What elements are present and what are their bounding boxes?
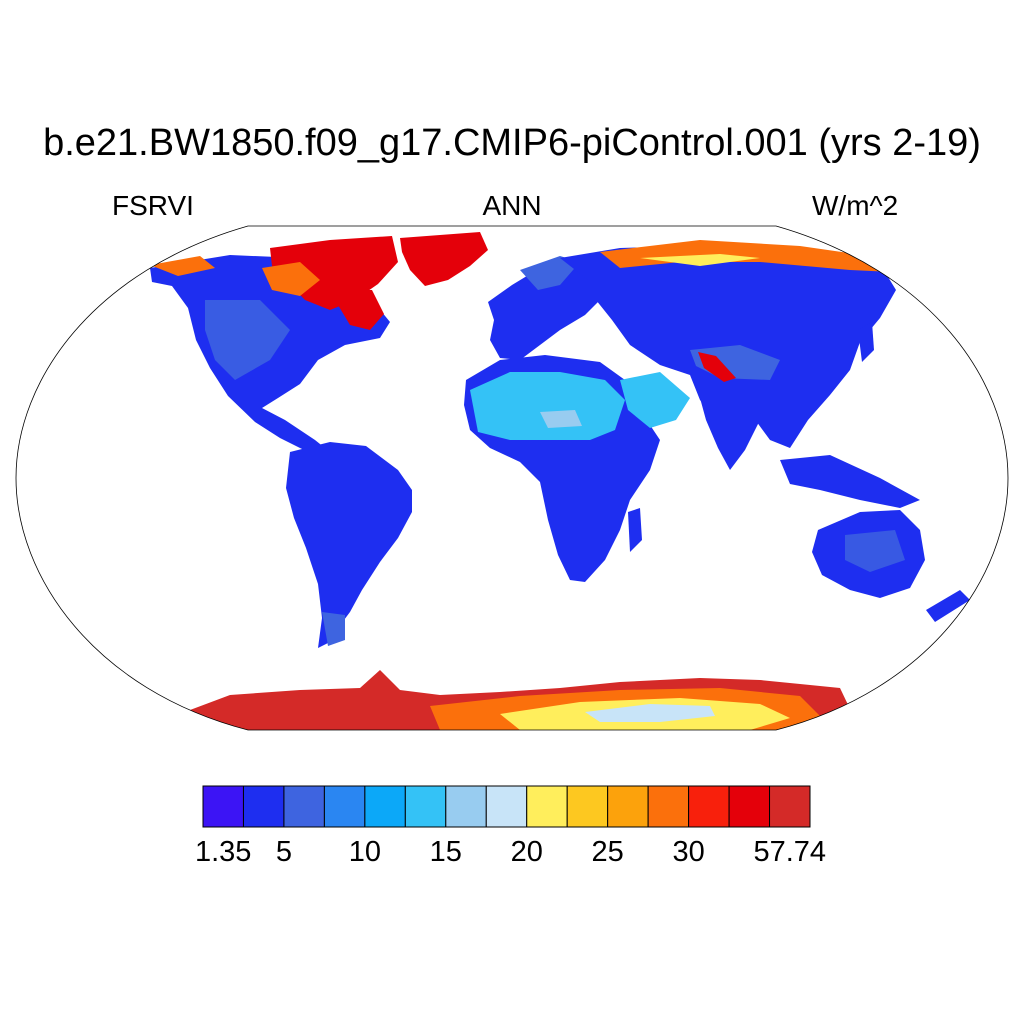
colorbar-box — [364, 785, 406, 828]
greenland — [400, 232, 488, 286]
colorbar-tick-label: 10 — [348, 836, 381, 868]
colorbar-box — [445, 785, 487, 828]
colorbar-box — [607, 785, 649, 828]
japan — [858, 322, 874, 362]
colorbar-box — [647, 785, 690, 828]
colorbar-box — [769, 785, 811, 828]
colorbar-tick-label: 1.35 — [194, 836, 252, 868]
australia-interior — [845, 530, 905, 572]
himalaya-red — [698, 352, 736, 382]
colorbar-tick-label: 20 — [510, 836, 543, 868]
north-america-interior — [205, 300, 290, 380]
colorbar-tick-label: 5 — [275, 836, 292, 868]
season-label: ANN — [482, 190, 542, 221]
antarctica-pale — [585, 704, 715, 722]
europe — [488, 260, 620, 360]
siberia-coast-yellow — [640, 254, 760, 266]
variable-label: FSRVI — [112, 190, 194, 221]
colorbar-box — [688, 785, 730, 828]
sahara — [470, 372, 625, 440]
globe-outline — [15, 225, 1009, 731]
colorbar-box — [323, 785, 366, 828]
south-america — [286, 442, 412, 648]
colorbar-box — [404, 785, 447, 828]
alaska-coast — [150, 256, 215, 276]
siberia-coast — [600, 240, 892, 272]
colorbar-box — [485, 785, 528, 828]
new-zealand — [926, 590, 970, 622]
units-label: W/m^2 — [812, 190, 899, 221]
plot-title: b.e21.BW1850.f09_g17.CMIP6-piControl.001… — [43, 122, 981, 164]
labrador — [338, 290, 384, 330]
colorbar-tick-label: 25 — [591, 836, 624, 868]
patagonia-tip — [322, 612, 345, 646]
colorbar-box — [283, 785, 325, 828]
madagascar — [628, 508, 642, 552]
colorbar-box — [202, 785, 244, 828]
colorbar-box — [242, 785, 285, 828]
canadian-arctic-orange — [262, 262, 320, 296]
colorbar-tick-label: 15 — [429, 836, 462, 868]
colorbar-tick-label: 57.74 — [753, 836, 827, 868]
indonesia — [780, 455, 920, 508]
colorbar-box — [566, 785, 609, 828]
scandinavia — [520, 256, 580, 290]
colorbar-box — [728, 785, 771, 828]
sahara-bright — [540, 410, 582, 428]
india — [700, 398, 760, 470]
arabia — [620, 372, 690, 428]
colorbar-box — [526, 785, 568, 828]
colorbar-tick-label: 30 — [672, 836, 705, 868]
